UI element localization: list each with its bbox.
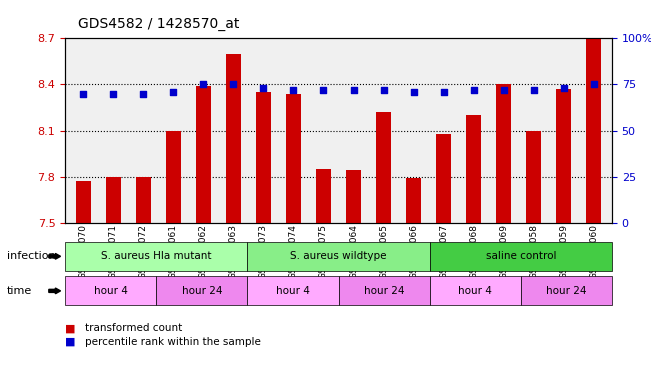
- Text: infection: infection: [7, 251, 55, 262]
- Text: percentile rank within the sample: percentile rank within the sample: [85, 337, 260, 347]
- Text: hour 24: hour 24: [546, 286, 587, 296]
- Bar: [466, 115, 481, 223]
- Point: [559, 85, 569, 91]
- Bar: [587, 38, 602, 223]
- Text: hour 24: hour 24: [364, 286, 404, 296]
- Bar: [76, 181, 90, 223]
- Point: [138, 91, 148, 97]
- Text: GDS4582 / 1428570_at: GDS4582 / 1428570_at: [78, 17, 240, 31]
- Point: [469, 87, 479, 93]
- Bar: [226, 54, 241, 223]
- Bar: [526, 131, 542, 223]
- Point: [529, 87, 539, 93]
- Bar: [346, 170, 361, 223]
- Text: saline control: saline control: [486, 251, 556, 262]
- Text: transformed count: transformed count: [85, 323, 182, 333]
- Point: [258, 85, 269, 91]
- Bar: [286, 94, 301, 223]
- Bar: [496, 84, 511, 223]
- Point: [108, 91, 118, 97]
- Text: S. aureus wildtype: S. aureus wildtype: [290, 251, 387, 262]
- Point: [78, 91, 89, 97]
- Text: hour 4: hour 4: [94, 286, 128, 296]
- Point: [408, 89, 419, 95]
- Point: [168, 89, 178, 95]
- Point: [288, 87, 299, 93]
- Bar: [105, 177, 120, 223]
- Point: [228, 81, 238, 88]
- Text: ■: ■: [65, 323, 76, 333]
- Text: S. aureus Hla mutant: S. aureus Hla mutant: [101, 251, 212, 262]
- Text: hour 4: hour 4: [458, 286, 492, 296]
- Bar: [166, 131, 181, 223]
- Point: [589, 81, 599, 88]
- Text: hour 4: hour 4: [276, 286, 310, 296]
- Point: [439, 89, 449, 95]
- Bar: [196, 86, 211, 223]
- Text: time: time: [7, 286, 32, 296]
- Bar: [316, 169, 331, 223]
- Point: [318, 87, 329, 93]
- Point: [198, 81, 208, 88]
- Point: [499, 87, 509, 93]
- Text: hour 24: hour 24: [182, 286, 222, 296]
- Bar: [436, 134, 451, 223]
- Bar: [376, 112, 391, 223]
- Point: [378, 87, 389, 93]
- Bar: [135, 177, 151, 223]
- Bar: [256, 92, 271, 223]
- Point: [348, 87, 359, 93]
- Bar: [557, 89, 572, 223]
- Bar: [406, 178, 421, 223]
- Text: ■: ■: [65, 337, 76, 347]
